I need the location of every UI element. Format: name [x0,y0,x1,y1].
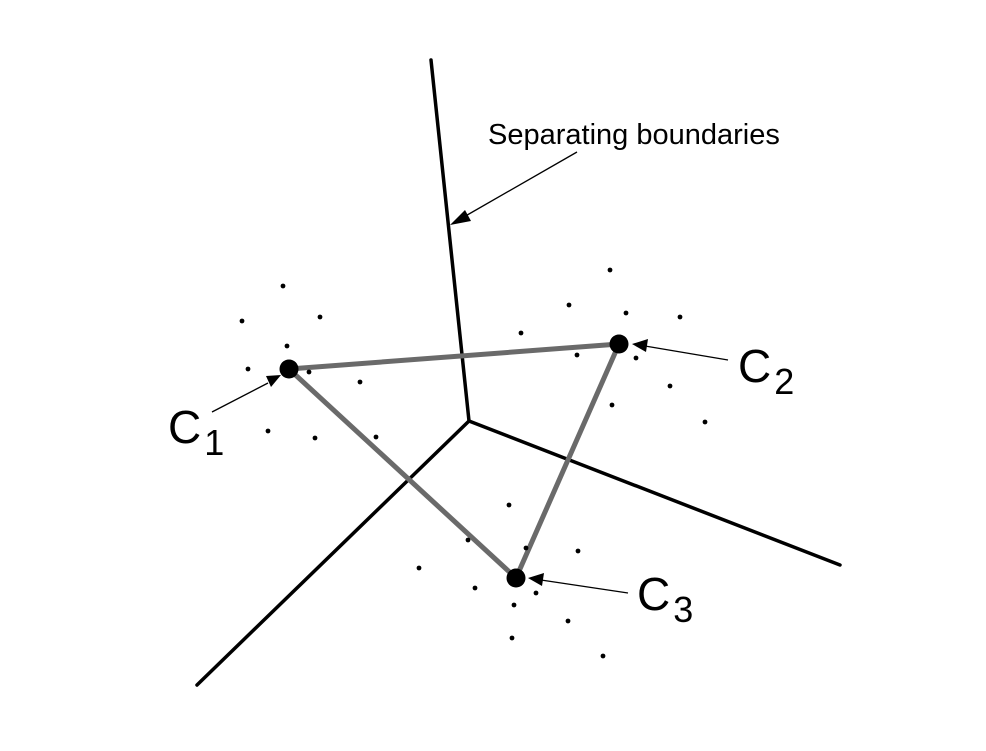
sample-point [373,434,379,440]
sample-point [312,435,318,441]
annotation-arrows [211,151,729,594]
sample-point [677,314,683,320]
sample-point [523,545,529,551]
centroid-c2-letter: C [738,340,771,392]
sample-point [472,585,478,591]
centroid-c3-label: C3 [637,568,693,630]
sample-point [633,355,639,361]
boundary-label-arrow [461,151,578,219]
centroid-connectors [286,341,622,581]
connector-c1-c2 [286,341,622,372]
connector-c1-c3 [286,366,519,581]
sample-point [416,565,422,571]
centroid-c1-subscript: 1 [204,422,224,463]
sample-point [702,419,708,425]
sample-point [518,330,524,336]
sample-point [575,548,581,554]
centroid-c2-dot [609,334,629,354]
sample-point [667,383,673,389]
sample-point [565,618,571,624]
sample-point [245,366,251,372]
centroid-c1-dot [279,359,299,379]
boundary-top [429,58,471,423]
sample-point [357,379,363,385]
c1-label-arrowhead [266,375,281,387]
sample-point [239,318,245,324]
centroid-c3-dot [506,568,526,588]
sample-point [566,302,572,308]
sample-point [284,343,290,349]
boundary-label: Separating boundaries [488,119,780,151]
c2-label-arrowhead [632,339,648,352]
sample-point [574,352,580,358]
centroid-c3-letter: C [637,568,670,620]
c2-label-arrow [644,345,729,361]
sample-point [511,602,517,608]
centroid-c1-letter: C [168,401,201,453]
boundary-label-arrowhead [450,210,471,225]
sample-point [506,502,512,508]
separating-boundaries [195,58,842,687]
sample-point [265,428,271,434]
sample-point [607,267,613,273]
connector-c2-c3 [513,341,622,581]
centroids [279,334,629,588]
boundary-lower-right [467,419,842,567]
sample-point [533,590,539,596]
sample-point [623,310,629,316]
sample-point [609,402,615,408]
sample-point [280,283,286,289]
sample-point [317,314,323,320]
boundary-lower-left [195,419,471,687]
centroid-c3-subscript: 3 [673,589,693,630]
centroid-c2-subscript: 2 [774,361,794,402]
centroid-c1-label: C1 [168,401,224,463]
sample-points [239,267,708,659]
c3-label-arrowhead [528,573,544,586]
centroid-c2-label: C2 [738,340,794,402]
sample-point [509,635,515,641]
sample-point [306,369,312,375]
sample-point [600,653,606,659]
c1-label-arrow [211,382,269,413]
c3-label-arrow [540,579,629,594]
sample-point [465,537,471,543]
